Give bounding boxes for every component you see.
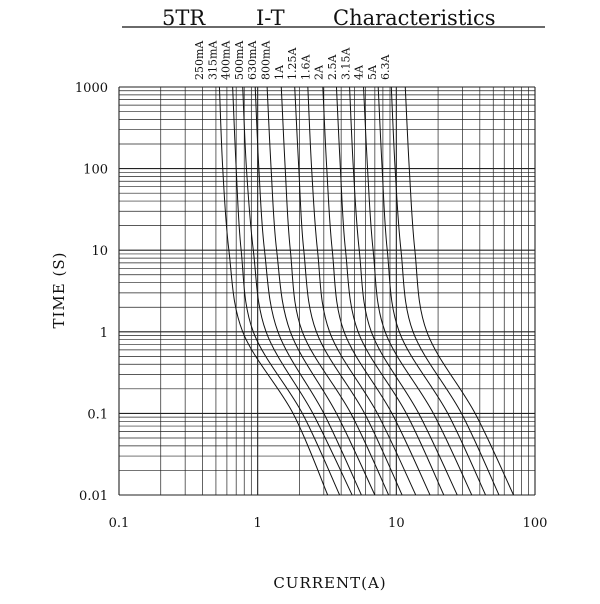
rating-label-5A: 5A [366, 64, 379, 80]
curve-3.15A [363, 86, 473, 496]
rating-label-315mA: 315mA [206, 40, 219, 80]
y-tick-label: 10 [91, 244, 108, 259]
curve-6.3A [404, 86, 514, 496]
curve-5A [390, 86, 500, 496]
rating-label-4A: 4A [353, 64, 366, 80]
rating-label-1A: 1A [273, 64, 286, 80]
curves-group [218, 86, 514, 496]
curve-400mA [242, 86, 353, 496]
curve-500mA [254, 86, 362, 496]
rating-label-500mA: 500mA [233, 40, 246, 80]
curve-630mA [266, 86, 376, 496]
x-tick-label: 0.1 [109, 516, 130, 531]
curve-1.25A [307, 86, 417, 496]
rating-label-630mA: 630mA [246, 40, 259, 80]
y-tick-label: 0.1 [87, 407, 108, 422]
rating-label-250mA: 250mA [193, 40, 206, 80]
rating-label-2.5A: 2.5A [326, 54, 339, 80]
curve-4A [377, 86, 487, 496]
chart-title: 5TR I-T Characteristics [122, 6, 545, 30]
title-part-model: 5TR [162, 6, 206, 30]
curve-250mA [218, 86, 329, 496]
y-tick-label: 1 [100, 326, 108, 341]
curve-315mA [232, 86, 341, 496]
rating-label-1.6A: 1.6A [299, 54, 312, 80]
x-tick-label: 10 [388, 516, 405, 531]
y-tick-label: 1000 [75, 81, 108, 96]
curve-800mA [280, 86, 390, 496]
rating-label-6.3A: 6.3A [379, 54, 392, 80]
rating-label-1.25A: 1.25A [286, 47, 299, 80]
rating-label-3.15A: 3.15A [339, 47, 352, 80]
y-tick-label: 100 [83, 163, 108, 178]
curve-2A [335, 86, 445, 496]
curve-1.6A [322, 86, 431, 496]
y-axis-title: TIME (S) [50, 252, 68, 329]
rating-label-800mA: 800mA [260, 40, 273, 80]
y-tick-labels: 1000 100 10 1 0.1 0.01 [75, 81, 108, 504]
title-part-characteristics: Characteristics [333, 6, 496, 30]
rating-labels: 250mA 315mA 400mA 500mA 630mA 800mA 1A 1.25A 1.6… [193, 40, 392, 80]
grid-major [118, 86, 536, 496]
x-tick-label: 1 [254, 516, 262, 531]
title-part-it: I-T [256, 6, 285, 30]
grid-minor [119, 87, 535, 495]
curve-2.5A [349, 86, 458, 496]
x-tick-label: 100 [523, 516, 548, 531]
rating-label-2A: 2A [313, 64, 326, 80]
rating-label-400mA: 400mA [220, 40, 233, 80]
x-axis-title: CURRENT(A) [273, 574, 386, 592]
y-tick-label: 0.01 [79, 489, 108, 504]
curve-1A [294, 86, 403, 496]
x-tick-labels: 0.1 1 10 100 [109, 516, 548, 531]
